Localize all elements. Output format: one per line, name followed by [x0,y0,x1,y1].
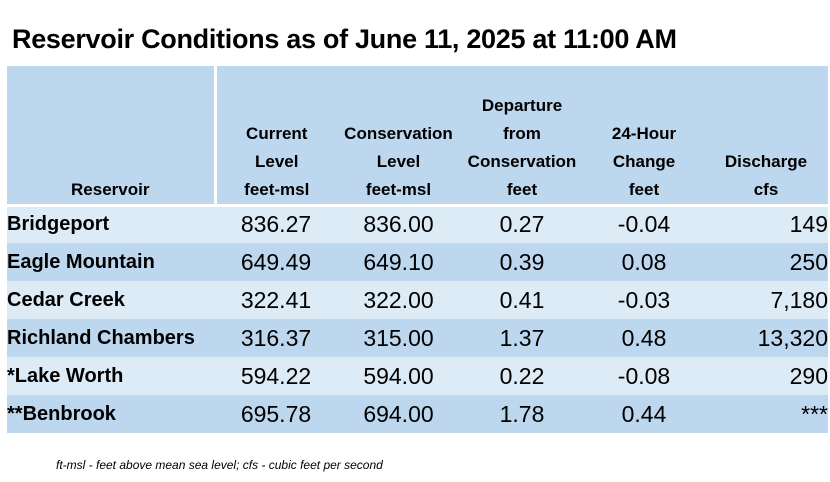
departure-cell: 0.22 [460,357,584,395]
header-line: Conservation [344,123,453,143]
current-level-cell: 836.27 [215,203,337,243]
header-line: Level [376,151,421,171]
header-line: Departure [481,95,563,115]
header-line: from [503,123,541,143]
header-24-hour-change: 24-Hour Change feet [584,66,704,205]
change-cell: -0.03 [584,281,704,319]
discharge-cell: 250 [704,243,828,281]
footnote: ft-msl - feet above mean sea level; cfs … [56,458,383,472]
conservation-level-cell: 315.00 [337,319,460,357]
table-row: Bridgeport 836.27 836.00 0.27 -0.04 149 [7,203,828,243]
conservation-level-cell: 649.10 [337,243,460,281]
current-level-cell: 649.49 [215,243,337,281]
current-level-cell: 695.78 [215,395,337,433]
header-line: feet-msl [365,179,432,199]
discharge-cell: *** [704,395,828,433]
change-cell: 0.08 [584,243,704,281]
header-row: Reservoir Current Level feet-msl Conserv… [7,66,828,205]
current-level-cell: 316.37 [215,319,337,357]
table-row: Cedar Creek 322.41 322.00 0.41 -0.03 7,1… [7,281,828,319]
departure-cell: 0.27 [460,203,584,243]
reservoir-name: Eagle Mountain [7,243,215,281]
conservation-level-cell: 322.00 [337,281,460,319]
discharge-cell: 290 [704,357,828,395]
change-cell: -0.08 [584,357,704,395]
reservoir-name: *Lake Worth [7,357,215,395]
change-cell: -0.04 [584,203,704,243]
conservation-level-cell: 836.00 [337,203,460,243]
table-row: **Benbrook 695.78 694.00 1.78 0.44 *** [7,395,828,433]
departure-cell: 1.78 [460,395,584,433]
header-discharge: Discharge cfs [704,66,828,205]
discharge-cell: 13,320 [704,319,828,357]
header-reservoir: Reservoir [7,66,217,205]
header-line: feet [506,179,538,199]
conservation-level-cell: 694.00 [337,395,460,433]
discharge-cell: 149 [704,203,828,243]
discharge-cell: 7,180 [704,281,828,319]
header-current-level: Current Level feet-msl [215,66,337,205]
table-row: *Lake Worth 594.22 594.00 0.22 -0.08 290 [7,357,828,395]
header-line: 24-Hour [611,123,677,143]
header-departure: Departure from Conservation feet [460,66,584,205]
header-line: Level [255,151,299,171]
header-line: Reservoir [71,179,150,199]
reservoir-name: Richland Chambers [7,319,215,357]
conservation-level-cell: 594.00 [337,357,460,395]
current-level-cell: 322.41 [215,281,337,319]
departure-cell: 1.37 [460,319,584,357]
header-line: cfs [753,179,779,199]
table-row: Eagle Mountain 649.49 649.10 0.39 0.08 2… [7,243,828,281]
header-line: Conservation [467,151,577,171]
header-conservation-level: Conservation Level feet-msl [337,66,460,205]
change-cell: 0.48 [584,319,704,357]
change-cell: 0.44 [584,395,704,433]
header-line: Discharge [724,151,808,171]
reservoir-name: Bridgeport [7,203,215,243]
header-line: feet [628,179,660,199]
header-line: Change [612,151,676,171]
reservoir-table: Reservoir Current Level feet-msl Conserv… [7,66,828,433]
reservoir-name: Cedar Creek [7,281,215,319]
departure-cell: 0.41 [460,281,584,319]
header-line: Current [246,123,308,143]
page-title: Reservoir Conditions as of June 11, 2025… [12,24,677,54]
current-level-cell: 594.22 [215,357,337,395]
departure-cell: 0.39 [460,243,584,281]
header-line: feet-msl [244,179,310,199]
reservoir-name: **Benbrook [7,395,215,433]
table-row: Richland Chambers 316.37 315.00 1.37 0.4… [7,319,828,357]
